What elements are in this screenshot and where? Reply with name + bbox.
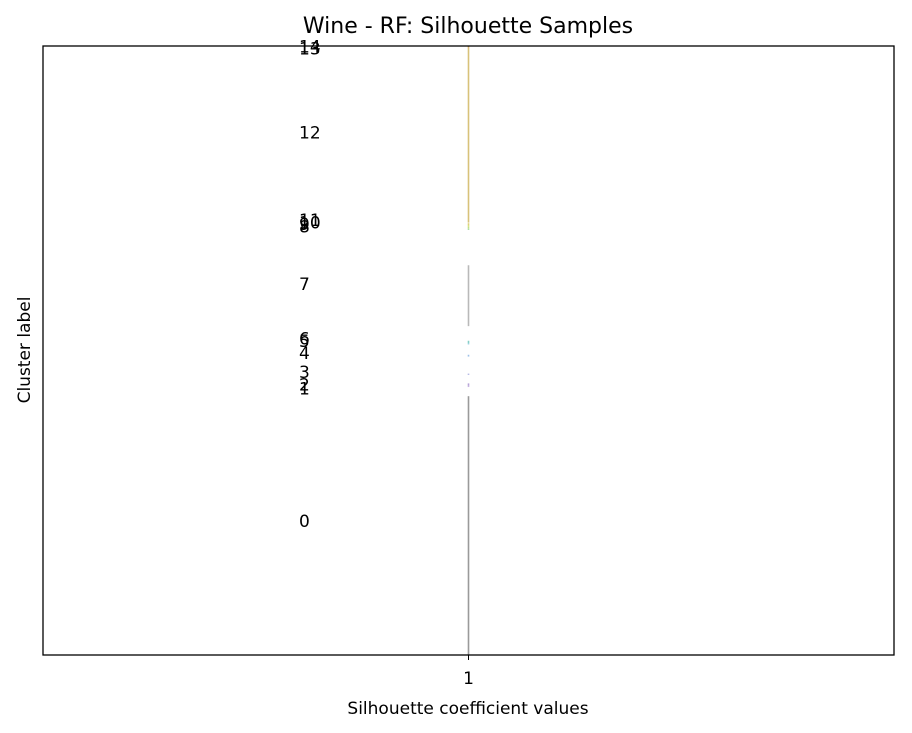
cluster-label-5: 5: [299, 332, 310, 352]
silhouette-band-5: [467, 343, 470, 345]
cluster-label-1: 1: [299, 379, 310, 399]
cluster-label-8: 8: [299, 217, 310, 237]
cluster-label-11: 11: [299, 211, 321, 231]
cluster-label-6: 6: [299, 329, 310, 349]
cluster-label-4: 4: [299, 344, 310, 364]
silhouette-band-8: [467, 228, 470, 230]
cluster-label-3: 3: [299, 363, 310, 383]
x-tick-label: 1: [463, 669, 474, 689]
silhouette-band-11: [467, 223, 470, 226]
silhouette-band-9: [467, 226, 470, 229]
y-axis-label: Cluster label: [15, 297, 35, 404]
cluster-label-7: 7: [299, 275, 310, 295]
silhouette-band-12: [467, 48, 470, 223]
x-axis-label: Silhouette coefficient values: [347, 699, 588, 719]
cluster-label-13: 13: [299, 39, 321, 59]
silhouette-band-13: [467, 47, 470, 49]
silhouette-band-1: [467, 385, 470, 388]
x-axis-ticks: 1: [463, 655, 474, 689]
cluster-label-9: 9: [299, 215, 310, 235]
cluster-label-0: 0: [299, 512, 310, 532]
silhouette-band-2: [467, 383, 470, 386]
cluster-label-10: 10: [299, 214, 321, 234]
chart-title: Wine - RF: Silhouette Samples: [303, 14, 633, 39]
silhouette-band-10: [467, 225, 470, 227]
cluster-label-14: 14: [299, 38, 321, 58]
silhouette-band-3: [467, 373, 470, 375]
cluster-label-2: 2: [299, 376, 310, 396]
silhouette-band-6: [467, 340, 470, 344]
silhouette-band-0: [467, 396, 470, 655]
silhouette-band-7: [467, 265, 470, 327]
silhouette-band-4: [467, 354, 470, 357]
cluster-label-12: 12: [299, 123, 321, 143]
